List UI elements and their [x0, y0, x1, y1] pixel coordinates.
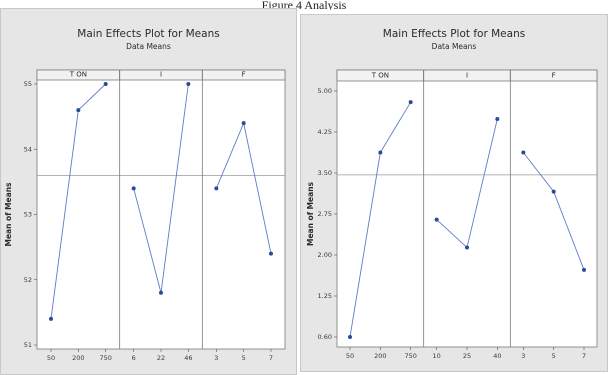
x-tick-label: 22 — [157, 354, 165, 362]
x-tick-label: 50 — [346, 352, 354, 360]
chart-right-svg: Main Effects Plot for Means Data Means 0.6… — [306, 28, 598, 360]
data-point — [131, 186, 136, 191]
x-tick-label: 5 — [552, 352, 556, 360]
y-tick-label: 55 — [24, 80, 32, 88]
chart-title: Main Effects Plot for Means — [383, 28, 525, 40]
chart-subtitle: Data Means — [432, 42, 477, 51]
data-point — [214, 186, 219, 191]
data-point — [378, 150, 383, 155]
data-point — [241, 121, 246, 126]
factor-name: F — [242, 71, 246, 79]
y-tick-label: 3.50 — [318, 169, 332, 177]
data-point — [348, 335, 352, 339]
factor-name: F — [552, 72, 556, 80]
y-tick-label: 4.25 — [318, 128, 332, 136]
data-point — [408, 100, 413, 105]
data-point — [269, 251, 273, 256]
y-tick-label: 51 — [24, 341, 32, 349]
factor-name: I — [160, 71, 162, 79]
data-point — [582, 267, 586, 272]
y-axis-label: Mean of Means — [306, 181, 315, 246]
factor-name: T ON — [371, 72, 389, 80]
x-tick-label: 6 — [132, 354, 136, 362]
data-point — [76, 108, 81, 113]
factor-name: T ON — [69, 71, 87, 79]
data-point — [551, 189, 556, 194]
x-tick-label: 5 — [242, 354, 246, 362]
plot-frame — [36, 69, 286, 350]
data-point — [434, 217, 439, 222]
factor-name: I — [466, 72, 468, 80]
y-tick-label: 1.25 — [318, 292, 332, 300]
data-point — [159, 290, 163, 295]
figure-caption: Figure 4 Analysis — [261, 0, 347, 10]
data-point — [103, 82, 108, 86]
data-point — [49, 316, 53, 321]
chart-left-svg: Main Effects Plot for Means Data Means 51 5… — [4, 28, 286, 362]
y-tick-label: 2.75 — [318, 210, 332, 218]
y-tick-label: 53 — [24, 211, 32, 219]
x-tick-label: 25 — [463, 352, 471, 360]
x-tick-label: 3 — [521, 352, 525, 360]
x-tick-label: 7 — [269, 354, 273, 362]
x-tick-label: 3 — [214, 354, 218, 362]
data-point — [521, 150, 526, 155]
y-axis-label: Mean of Means — [4, 182, 13, 247]
x-tick-label: 750 — [404, 352, 416, 360]
x-tick-label: 750 — [99, 354, 111, 362]
x-tick-label: 200 — [374, 352, 386, 360]
x-tick-label: 50 — [47, 354, 55, 362]
chart-subtitle: Data Means — [126, 42, 171, 51]
data-point — [186, 82, 191, 86]
data-point — [495, 116, 500, 121]
x-tick-label: 10 — [433, 352, 441, 360]
x-tick-label: 46 — [184, 354, 192, 362]
x-tick-label: 200 — [72, 354, 84, 362]
main-effects-chart-right: Main Effects Plot for Means Data Means 0.6… — [300, 14, 608, 372]
y-tick-label: 54 — [24, 145, 32, 153]
y-tick-label: 0.60 — [318, 333, 332, 341]
x-tick-label: 40 — [493, 352, 501, 360]
x-tick-label: 7 — [582, 352, 586, 360]
data-point — [465, 245, 469, 250]
y-tick-label: 2.00 — [318, 251, 332, 259]
y-tick-label: 52 — [24, 276, 32, 284]
y-tick-label: 5.00 — [318, 87, 332, 95]
plot-frame — [336, 69, 598, 348]
main-effects-chart-left: Main Effects Plot for Means Data Means 51 5… — [0, 8, 297, 375]
chart-title: Main Effects Plot for Means — [77, 28, 219, 40]
